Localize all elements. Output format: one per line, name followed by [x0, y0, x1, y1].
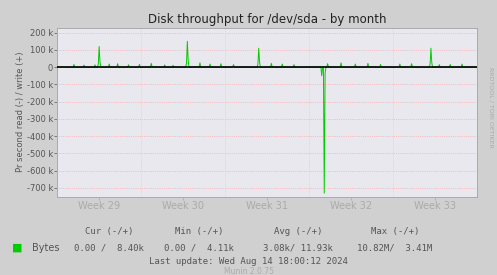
- Text: 0.00 /  8.40k: 0.00 / 8.40k: [75, 244, 144, 252]
- Text: ■: ■: [12, 243, 23, 253]
- Text: Bytes: Bytes: [32, 243, 60, 253]
- Text: Cur (-/+): Cur (-/+): [85, 227, 134, 236]
- Y-axis label: Pr second read (-) / write (+): Pr second read (-) / write (+): [16, 52, 25, 172]
- Text: Last update: Wed Aug 14 18:00:12 2024: Last update: Wed Aug 14 18:00:12 2024: [149, 257, 348, 266]
- Text: Min (-/+): Min (-/+): [174, 227, 223, 236]
- Text: 3.08k/ 11.93k: 3.08k/ 11.93k: [263, 244, 333, 252]
- Text: 0.00 /  4.11k: 0.00 / 4.11k: [164, 244, 234, 252]
- Text: 10.82M/  3.41M: 10.82M/ 3.41M: [357, 244, 433, 252]
- Title: Disk throughput for /dev/sda - by month: Disk throughput for /dev/sda - by month: [148, 13, 386, 26]
- Text: Munin 2.0.75: Munin 2.0.75: [224, 267, 273, 275]
- Text: Max (-/+): Max (-/+): [371, 227, 419, 236]
- Text: RRDTOOL / TOBI OETIKER: RRDTOOL / TOBI OETIKER: [489, 67, 494, 148]
- Text: Avg (-/+): Avg (-/+): [274, 227, 323, 236]
